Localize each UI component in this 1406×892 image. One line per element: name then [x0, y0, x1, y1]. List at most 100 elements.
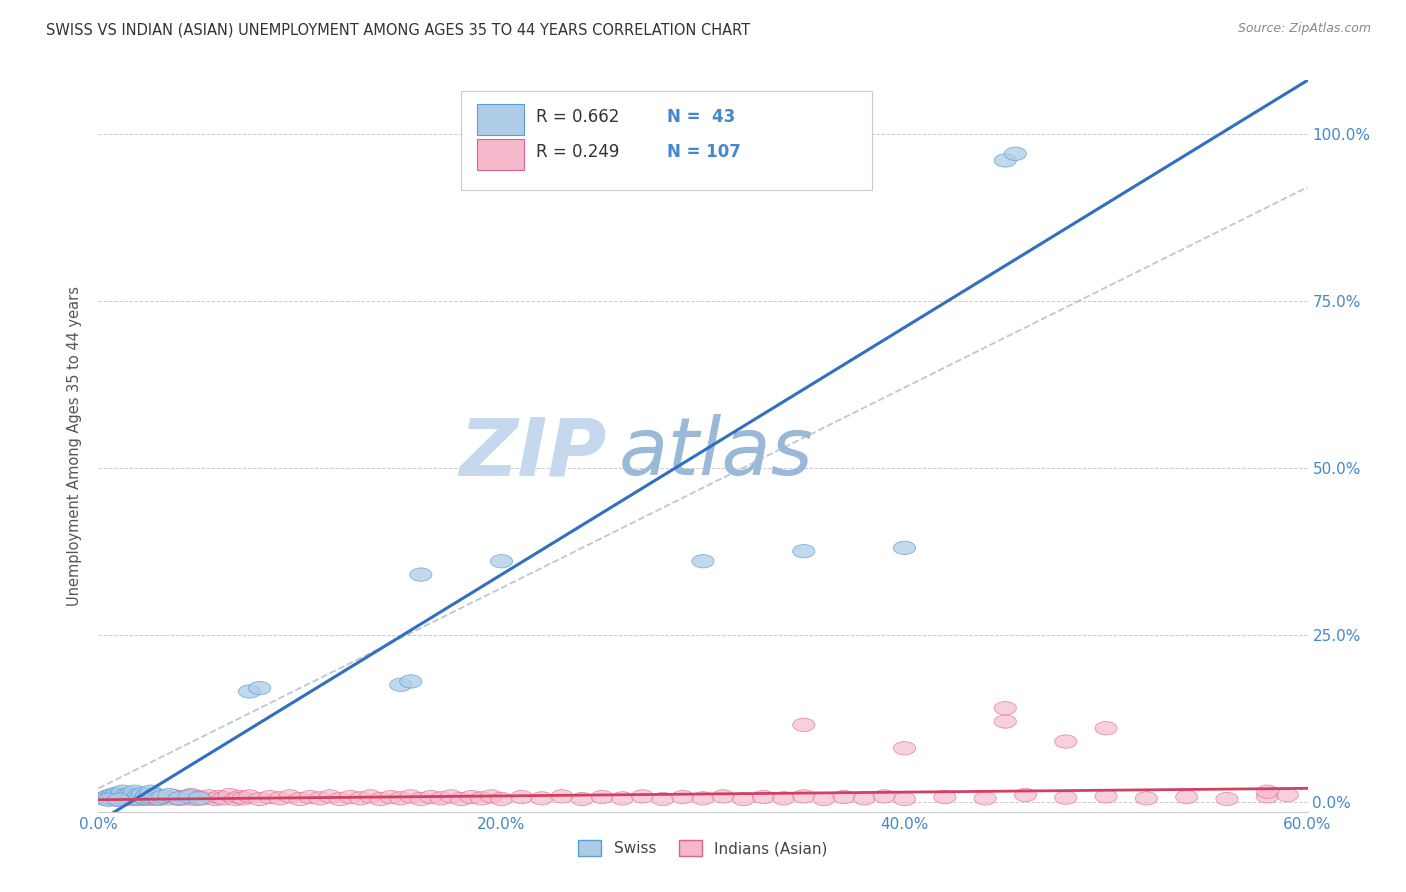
Ellipse shape — [101, 789, 124, 802]
Ellipse shape — [132, 789, 153, 803]
Ellipse shape — [129, 789, 152, 803]
Ellipse shape — [389, 792, 412, 805]
Ellipse shape — [105, 793, 128, 806]
Ellipse shape — [138, 789, 160, 803]
Ellipse shape — [97, 793, 120, 806]
Ellipse shape — [934, 790, 956, 804]
Ellipse shape — [104, 791, 125, 805]
Ellipse shape — [1004, 147, 1026, 161]
Ellipse shape — [491, 792, 513, 805]
Ellipse shape — [813, 792, 835, 805]
Text: atlas: atlas — [619, 414, 813, 492]
Ellipse shape — [93, 792, 115, 805]
Text: N =  43: N = 43 — [666, 108, 735, 126]
Ellipse shape — [93, 792, 115, 805]
Ellipse shape — [114, 792, 136, 805]
Ellipse shape — [249, 792, 271, 805]
Ellipse shape — [793, 789, 815, 803]
Ellipse shape — [152, 789, 174, 803]
Ellipse shape — [349, 792, 371, 805]
Ellipse shape — [269, 792, 291, 805]
Ellipse shape — [239, 789, 260, 803]
Ellipse shape — [319, 789, 342, 803]
Ellipse shape — [167, 792, 190, 805]
Ellipse shape — [136, 789, 157, 802]
Ellipse shape — [128, 790, 150, 804]
Text: R = 0.662: R = 0.662 — [536, 108, 620, 126]
Text: R = 0.249: R = 0.249 — [536, 143, 620, 161]
Ellipse shape — [198, 789, 221, 803]
Ellipse shape — [430, 792, 453, 805]
Ellipse shape — [143, 789, 166, 803]
Ellipse shape — [107, 789, 129, 802]
Ellipse shape — [399, 789, 422, 803]
Ellipse shape — [994, 714, 1017, 728]
Ellipse shape — [1054, 735, 1077, 748]
Ellipse shape — [124, 785, 146, 798]
Ellipse shape — [288, 792, 311, 805]
Ellipse shape — [134, 791, 156, 805]
Ellipse shape — [470, 792, 492, 805]
Ellipse shape — [111, 789, 134, 802]
Ellipse shape — [309, 792, 332, 805]
Ellipse shape — [389, 678, 412, 691]
Ellipse shape — [120, 789, 142, 803]
Ellipse shape — [672, 790, 695, 804]
Ellipse shape — [994, 701, 1017, 714]
Ellipse shape — [148, 792, 170, 805]
Ellipse shape — [157, 792, 180, 805]
Ellipse shape — [193, 792, 214, 805]
Ellipse shape — [832, 790, 855, 804]
Ellipse shape — [1014, 789, 1036, 802]
Ellipse shape — [994, 153, 1017, 167]
Ellipse shape — [125, 792, 148, 805]
Ellipse shape — [139, 785, 162, 798]
Ellipse shape — [110, 792, 132, 805]
Legend: Swiss, Indians (Asian): Swiss, Indians (Asian) — [572, 834, 834, 863]
Ellipse shape — [100, 792, 121, 805]
Ellipse shape — [232, 792, 254, 805]
Ellipse shape — [136, 789, 157, 802]
Ellipse shape — [409, 792, 432, 805]
Ellipse shape — [692, 555, 714, 568]
Ellipse shape — [228, 790, 250, 804]
Ellipse shape — [212, 792, 235, 805]
Text: SWISS VS INDIAN (ASIAN) UNEMPLOYMENT AMONG AGES 35 TO 44 YEARS CORRELATION CHART: SWISS VS INDIAN (ASIAN) UNEMPLOYMENT AMO… — [46, 22, 751, 37]
Ellipse shape — [148, 792, 170, 805]
Ellipse shape — [143, 789, 166, 802]
Ellipse shape — [1216, 792, 1239, 805]
Ellipse shape — [692, 792, 714, 805]
Ellipse shape — [1277, 789, 1299, 802]
Ellipse shape — [612, 792, 634, 805]
Ellipse shape — [329, 792, 352, 805]
Ellipse shape — [124, 789, 146, 802]
Ellipse shape — [491, 555, 513, 568]
Ellipse shape — [97, 789, 120, 803]
Ellipse shape — [1095, 789, 1118, 803]
Ellipse shape — [1175, 790, 1198, 804]
Ellipse shape — [180, 789, 202, 802]
Y-axis label: Unemployment Among Ages 35 to 44 years: Unemployment Among Ages 35 to 44 years — [67, 286, 83, 606]
Ellipse shape — [793, 718, 815, 731]
Ellipse shape — [370, 792, 392, 805]
Ellipse shape — [111, 785, 134, 798]
Ellipse shape — [450, 792, 472, 805]
Ellipse shape — [239, 685, 260, 698]
Ellipse shape — [711, 789, 734, 803]
Ellipse shape — [893, 792, 915, 805]
Ellipse shape — [380, 790, 402, 804]
Ellipse shape — [115, 789, 138, 802]
Ellipse shape — [399, 674, 422, 688]
Ellipse shape — [591, 790, 613, 804]
Ellipse shape — [100, 791, 121, 805]
Ellipse shape — [1135, 792, 1157, 805]
Ellipse shape — [299, 790, 321, 804]
Ellipse shape — [132, 787, 153, 800]
Ellipse shape — [651, 792, 673, 805]
Ellipse shape — [1256, 785, 1278, 798]
Ellipse shape — [138, 792, 160, 805]
FancyBboxPatch shape — [477, 104, 524, 136]
Ellipse shape — [853, 792, 876, 805]
Ellipse shape — [339, 790, 361, 804]
Ellipse shape — [793, 544, 815, 558]
